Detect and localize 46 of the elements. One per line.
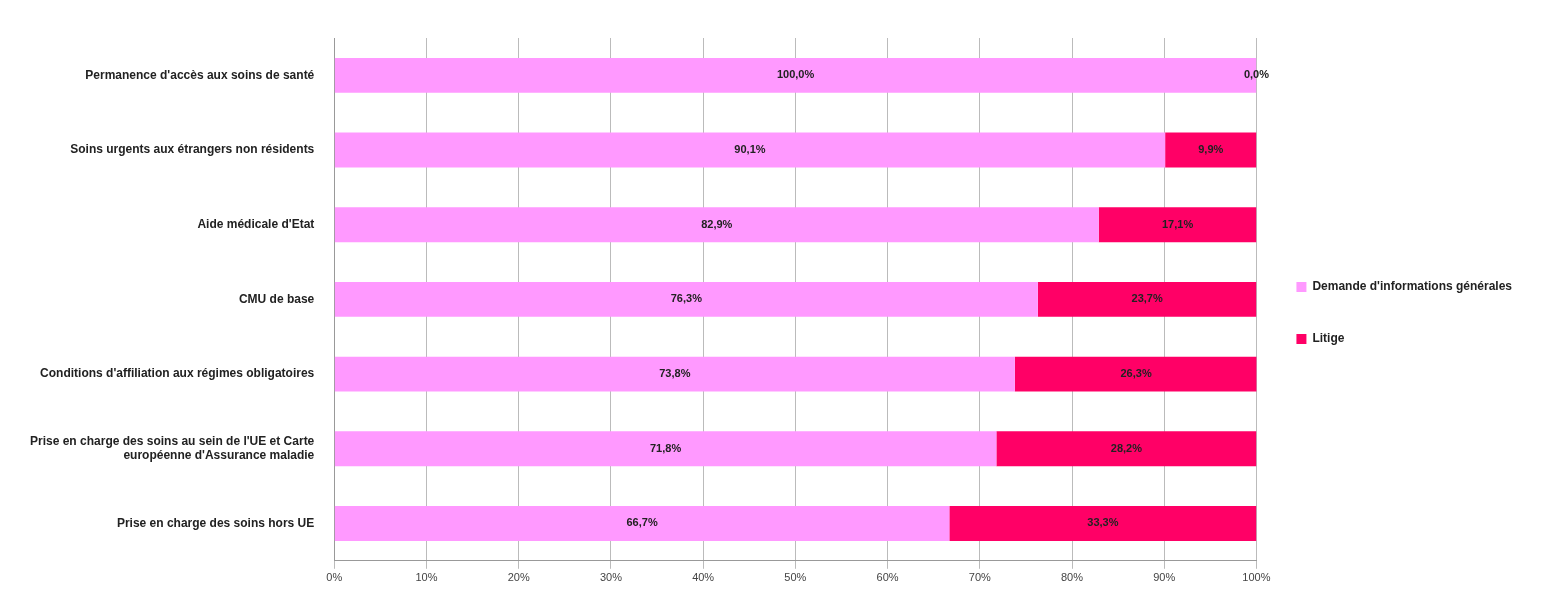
x-tick-label: 0% <box>326 571 343 584</box>
y-tick-label: Prise en charge des soins au sein de l'UE et Carte européenne d'Assurance maladie <box>30 433 315 463</box>
bar <box>996 431 1257 467</box>
data-label: 0,0% <box>1243 68 1270 81</box>
data-label: 66,7% <box>626 516 658 529</box>
bar <box>334 431 997 467</box>
x-tick-label: 10% <box>415 571 438 584</box>
bar <box>949 506 1257 541</box>
legend-label: Litige <box>1312 331 1345 346</box>
legend-label: Demande d'informations générales <box>1312 279 1513 294</box>
bar <box>334 281 1038 317</box>
y-tick-label: Permanence d'accès aux soins de santé <box>85 67 315 82</box>
y-tick-label: Conditions d'affiliation aux régimes obligatoires <box>40 366 315 381</box>
data-label: 23,7% <box>1131 292 1163 305</box>
data-label: 26,3% <box>1120 367 1152 380</box>
data-label: 100,0% <box>776 68 815 81</box>
y-tick-label: Prise en charge des soins hors UE <box>116 515 315 530</box>
data-label: 76,3% <box>670 292 703 305</box>
x-tick-label: 30% <box>599 571 623 584</box>
x-tick-label: 50% <box>784 571 807 584</box>
bar <box>334 506 950 541</box>
bar <box>1037 281 1257 317</box>
x-tick-label: 80% <box>1060 571 1084 584</box>
bar <box>334 207 1099 243</box>
data-label: 17,1% <box>1161 217 1194 230</box>
data-label: 33,3% <box>1087 516 1119 529</box>
data-label: 9,9% <box>1198 143 1224 156</box>
data-label: 73,8% <box>659 367 691 380</box>
bar <box>1098 207 1257 243</box>
x-tick-label: 100% <box>1242 571 1271 584</box>
x-tick-label: 70% <box>968 571 992 584</box>
y-tick-label: Soins urgents aux étrangers non résidents <box>70 142 315 157</box>
data-label: 71,8% <box>649 441 682 454</box>
y-tick-label: CMU de base <box>238 291 315 306</box>
data-label: 28,2% <box>1110 441 1143 454</box>
data-label: 90,1% <box>734 143 766 156</box>
bar <box>334 356 1015 392</box>
bar <box>1014 356 1257 392</box>
x-tick-label: 20% <box>507 571 530 584</box>
bar <box>334 132 1166 168</box>
bar <box>1165 132 1257 168</box>
y-tick-label: Aide médicale d'Etat <box>197 217 315 232</box>
x-tick-label: 40% <box>692 571 715 584</box>
x-tick-label: 90% <box>1153 571 1176 584</box>
data-label: 82,9% <box>701 217 733 230</box>
x-tick-label: 60% <box>876 571 899 584</box>
